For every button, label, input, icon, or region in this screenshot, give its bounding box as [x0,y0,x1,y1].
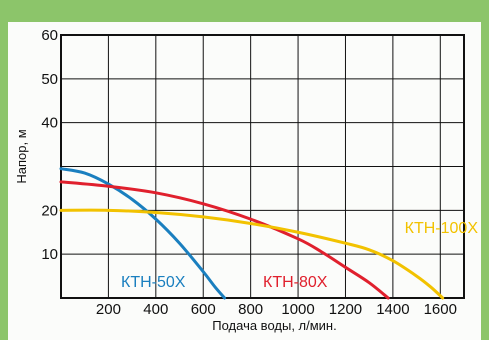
y-tick-label: 10 [41,246,58,263]
series-label: КТН-50Х [121,274,186,291]
x-tick-label: 1600 [424,301,457,318]
series-line [59,180,390,300]
plot-border [60,34,465,299]
y-axis-title: Напор, м [14,129,29,183]
y-tick-label: 60 [41,27,58,44]
y-tick-label: 50 [41,71,58,88]
x-tick-label: 800 [238,301,263,318]
x-tick-label: 600 [191,301,216,318]
x-tick-label: 200 [96,301,121,318]
x-tick-label: 400 [143,301,168,318]
y-tick-label: 20 [41,202,58,219]
series-line [59,167,227,300]
x-tick-label: 1200 [329,301,362,318]
x-axis-title: Подача воды, л/мин. [212,318,336,333]
x-tick-label: 1000 [281,301,314,318]
chart-panel [8,22,481,340]
series-label: КТН-80Х [263,274,328,291]
series-line [59,208,445,300]
series-label: КТН-100Х [405,220,479,237]
y-tick-label: 40 [41,115,58,132]
x-tick-label: 1400 [376,301,409,318]
